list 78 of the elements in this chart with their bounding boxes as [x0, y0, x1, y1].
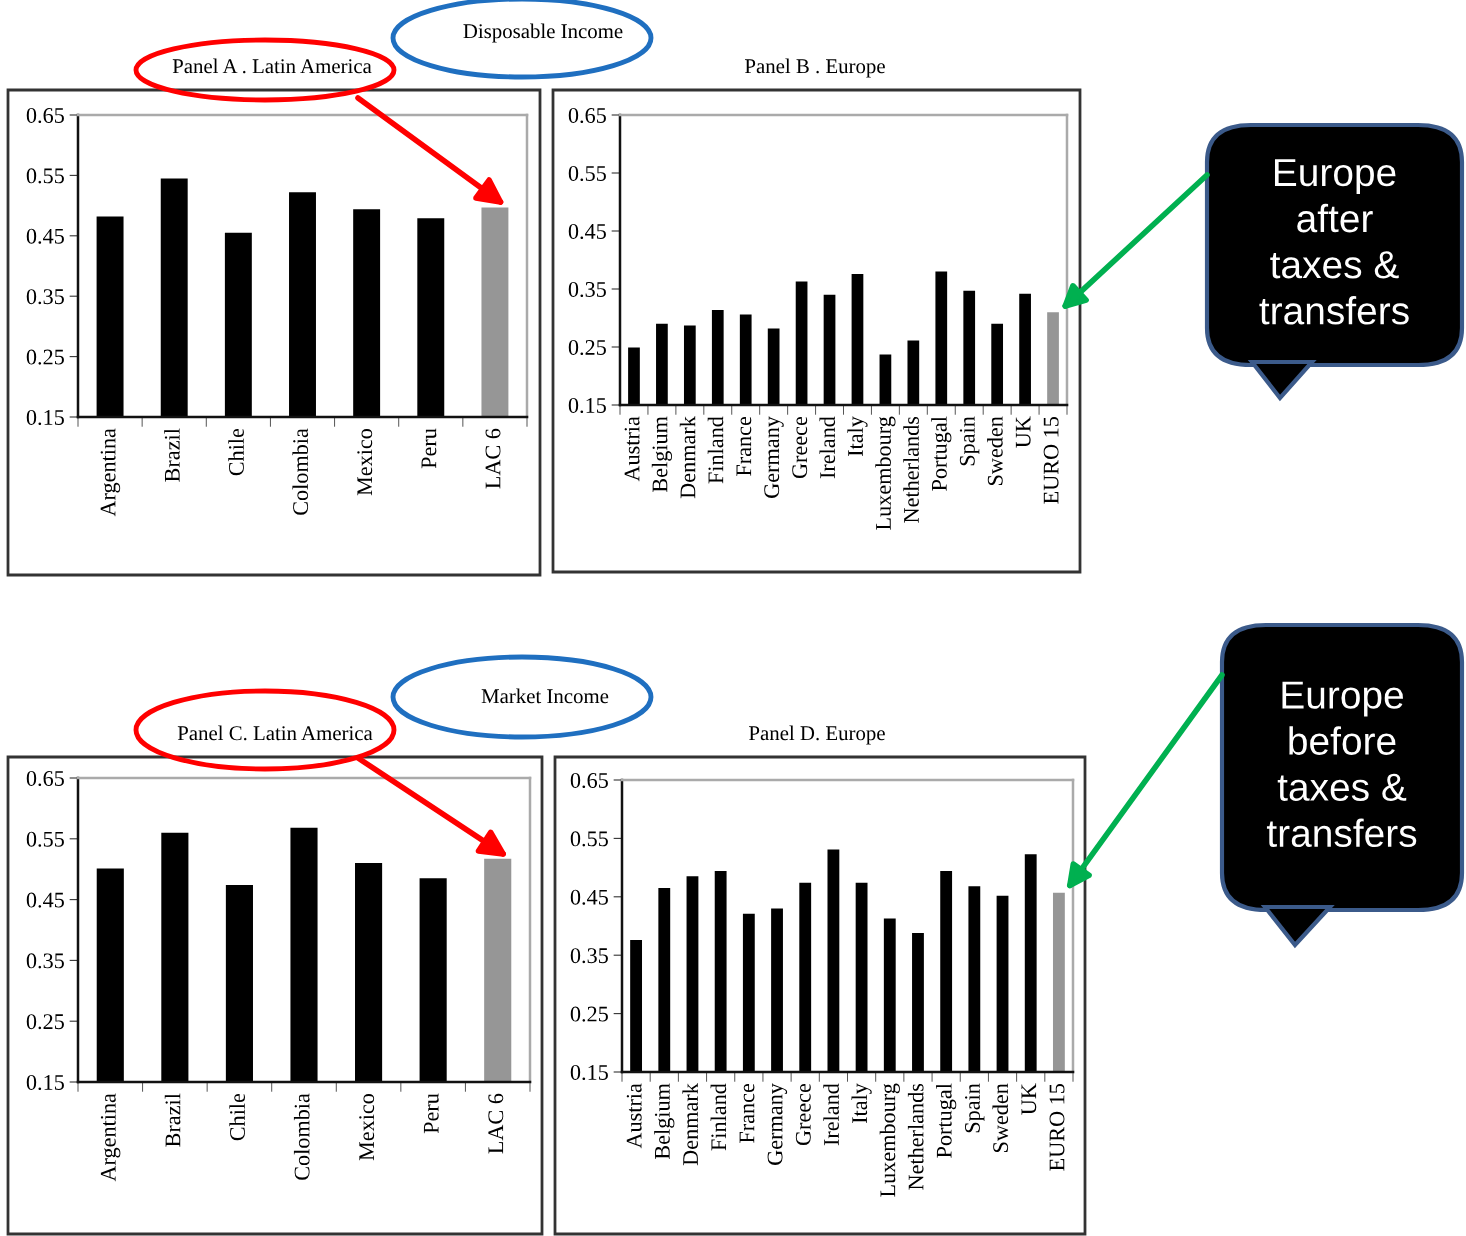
- x-tick-label: Austria: [626, 1083, 642, 1149]
- y-tick-label: 0.45: [568, 223, 606, 240]
- x-tick-label: Netherlands: [903, 416, 919, 523]
- y-tick-label: 0.55: [26, 831, 64, 847]
- y-tick-label: 0.35: [570, 948, 608, 964]
- chart-title: Panel B . Europe: [745, 58, 885, 78]
- y-tick-label: 0.15: [570, 1064, 608, 1081]
- chart-title: Panel A . Latin America: [172, 58, 372, 74]
- x-tick-label: Finland: [710, 1083, 727, 1151]
- y-tick-label: 0.15: [26, 409, 64, 426]
- x-tick-label: Peru: [423, 1093, 439, 1134]
- x-tick-label: Chile: [228, 428, 244, 476]
- text: Europe before taxes & transfers: [1266, 681, 1417, 848]
- x-tick-label: Sweden: [992, 1083, 1009, 1152]
- text: Disposable Income: [463, 23, 623, 43]
- y-tick-label: 0.15: [568, 397, 606, 414]
- x-tick-label: France: [739, 1083, 755, 1143]
- y-tick-label: 0.65: [568, 107, 606, 124]
- y-tick-label: 0.35: [26, 953, 64, 969]
- x-tick-label: Denmark: [679, 416, 696, 499]
- y-tick-label: 0.55: [26, 168, 64, 184]
- x-tick-label: Colombia: [292, 428, 309, 515]
- y-tick-label: 0.25: [570, 1006, 608, 1022]
- x-tick-label: Ireland: [823, 1083, 839, 1146]
- x-tick-label: Italy: [851, 1083, 872, 1124]
- x-tick-label: Spain: [959, 416, 980, 466]
- x-tick-label: LAC 6: [485, 428, 501, 489]
- x-tick-label: Denmark: [682, 1083, 699, 1166]
- x-tick-label: Ireland: [819, 416, 836, 479]
- x-tick-label: Italy: [847, 416, 868, 457]
- x-tick-label: Netherlands: [907, 1083, 924, 1190]
- x-tick-label: Argentina: [100, 1093, 121, 1182]
- x-tick-label: UK: [1015, 416, 1031, 448]
- x-tick-label: Portugal: [931, 416, 952, 491]
- y-tick-label: 0.65: [26, 770, 64, 787]
- y-tick-label: 0.45: [570, 889, 608, 905]
- y-tick-label: 0.65: [570, 772, 608, 789]
- text: Europe after taxes & transfers: [1259, 159, 1409, 325]
- y-tick-label: 0.45: [26, 892, 64, 908]
- y-tick-label: 0.65: [26, 107, 64, 124]
- x-tick-label: Greece: [795, 1083, 811, 1146]
- y-tick-label: 0.15: [26, 1074, 64, 1091]
- x-tick-label: Greece: [792, 416, 808, 479]
- x-tick-label: Brazil: [164, 1093, 181, 1147]
- x-tick-label: Portugal: [936, 1083, 957, 1158]
- x-tick-label: France: [736, 416, 752, 476]
- x-tick-label: Colombia: [293, 1093, 310, 1180]
- x-tick-label: Chile: [229, 1093, 245, 1141]
- x-tick-label: UK: [1021, 1083, 1037, 1115]
- y-tick-label: 0.25: [26, 1014, 64, 1030]
- x-tick-label: Mexico: [359, 1093, 375, 1161]
- x-tick-label: LAC 6: [488, 1093, 504, 1154]
- y-tick-label: 0.35: [568, 281, 606, 298]
- x-tick-label: EURO 15: [1049, 1083, 1065, 1171]
- text: Market Income: [481, 688, 609, 704]
- x-tick-label: Peru: [421, 428, 437, 469]
- x-tick-label: Sweden: [987, 416, 1003, 485]
- y-tick-label: 0.25: [568, 339, 606, 356]
- chart-title: Panel C. Latin America: [177, 725, 373, 741]
- chart-title: Panel D. Europe: [749, 725, 885, 745]
- y-tick-label: 0.25: [26, 349, 64, 365]
- x-tick-label: Mexico: [357, 428, 373, 496]
- x-tick-label: Finland: [707, 416, 724, 484]
- y-tick-label: 0.55: [568, 165, 606, 182]
- x-tick-label: Belgium: [651, 416, 673, 493]
- x-tick-label: Luxembourg: [875, 416, 896, 530]
- x-tick-label: Germany: [764, 416, 784, 498]
- x-tick-label: Belgium: [654, 1083, 675, 1160]
- x-tick-label: Brazil: [164, 428, 180, 482]
- x-tick-label: Argentina: [100, 428, 121, 517]
- x-tick-label: Spain: [964, 1083, 985, 1133]
- x-tick-label: EURO 15: [1043, 416, 1059, 504]
- x-tick-label: Austria: [624, 416, 640, 482]
- y-tick-label: 0.45: [26, 228, 64, 244]
- x-tick-label: Germany: [767, 1083, 788, 1165]
- y-tick-label: 0.55: [570, 831, 608, 847]
- y-tick-label: 0.35: [26, 289, 64, 305]
- x-tick-label: Luxembourg: [879, 1083, 900, 1197]
